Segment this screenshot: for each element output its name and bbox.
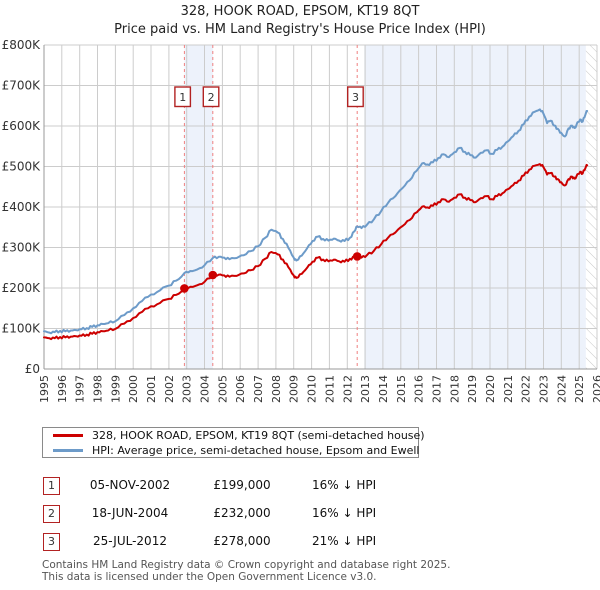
y-axis-labels: £0 £100K £200K £300K £400K £500K £600K £700K £80… [2, 38, 42, 376]
transaction-price: £232,000 [213, 506, 271, 520]
legend-label: 328, HOOK ROAD, EPSOM, KT19 8QT (semi-de… [92, 428, 425, 442]
svg-text:2023: 2023 [538, 375, 551, 403]
svg-text:1: 1 [179, 91, 186, 104]
svg-text:1999: 1999 [109, 375, 122, 403]
legend-item-hpi: HPI: Average price, semi-detached house,… [43, 443, 420, 457]
legend-label: HPI: Average price, semi-detached house,… [92, 443, 420, 457]
transaction-marker-badge: 1 [43, 477, 60, 495]
gridlines [43, 44, 598, 370]
chart-svg: 1 2 3 £0 £100K £200K £300K £400K £500K £600K £700K… [2, 38, 600, 403]
svg-text:2020: 2020 [484, 375, 497, 403]
svg-text:2007: 2007 [252, 375, 265, 403]
transaction-row: 3 25-JUL-2012 £278,000 21% ↓ HPI [42, 533, 562, 553]
svg-text:£400K: £400K [2, 200, 42, 214]
legend-item-property: 328, HOOK ROAD, EPSOM, KT19 8QT (semi-de… [43, 429, 425, 442]
svg-text:2009: 2009 [288, 375, 301, 403]
svg-text:2016: 2016 [413, 375, 426, 403]
transaction-row: 2 18-JUN-2004 £232,000 16% ↓ HPI [42, 505, 562, 525]
sale-points [180, 252, 362, 293]
svg-text:£700K: £700K [2, 79, 42, 93]
hpi-line [43, 108, 589, 335]
svg-text:£300K: £300K [2, 241, 42, 255]
svg-text:2022: 2022 [520, 375, 533, 403]
svg-text:2021: 2021 [502, 375, 515, 403]
svg-text:2004: 2004 [199, 375, 212, 403]
svg-text:3: 3 [352, 91, 359, 104]
svg-text:£800K: £800K [2, 38, 42, 52]
svg-text:2000: 2000 [127, 375, 140, 403]
property-price-line [43, 163, 589, 341]
svg-text:2024: 2024 [555, 375, 568, 403]
transaction-date: 25-JUL-2012 [93, 534, 167, 548]
svg-text:2017: 2017 [431, 375, 444, 403]
transaction-price: £278,000 [213, 534, 271, 548]
footer-line1: Contains HM Land Registry data © Crown c… [42, 559, 451, 571]
svg-text:2010: 2010 [306, 375, 319, 403]
transaction-row: 1 05-NOV-2002 £199,000 16% ↓ HPI [42, 477, 562, 497]
transaction-marker-badge: 2 [43, 505, 60, 523]
page-title: 328, HOOK ROAD, EPSOM, KT19 8QT [180, 4, 420, 19]
footer-line2: This data is licensed under the Open Gov… [42, 571, 377, 583]
svg-text:1997: 1997 [74, 375, 87, 403]
transaction-date: 05-NOV-2002 [89, 478, 171, 492]
transaction-marker-badge: 3 [43, 533, 60, 551]
x-axis-labels: 1995 1996 1997 1998 1999 2000 2001 2002 2003 2004… [38, 375, 600, 403]
transaction-date: 18-JUN-2004 [91, 506, 169, 520]
svg-text:1996: 1996 [56, 375, 69, 403]
svg-text:2014: 2014 [377, 375, 390, 403]
sale-marker-badges: 1 2 3 [174, 86, 364, 108]
legend: 328, HOOK ROAD, EPSOM, KT19 8QT (semi-de… [42, 427, 425, 458]
svg-text:2005: 2005 [216, 375, 229, 403]
license-footer: Contains HM Land Registry data © Crown c… [42, 559, 582, 583]
property-line-swatch [53, 433, 83, 437]
svg-text:2006: 2006 [234, 375, 247, 403]
transaction-hpi-diff: 16% ↓ HPI [312, 478, 377, 492]
svg-text:2012: 2012 [341, 375, 354, 403]
transaction-hpi-diff: 16% ↓ HPI [312, 506, 377, 520]
svg-text:2026: 2026 [591, 375, 600, 403]
page-subtitle: Price paid vs. HM Land Registry's House … [114, 22, 486, 37]
svg-text:2008: 2008 [270, 375, 283, 403]
svg-text:£200K: £200K [2, 281, 42, 295]
transaction-price: £199,000 [213, 478, 271, 492]
svg-text:2001: 2001 [145, 375, 158, 403]
svg-text:£100K: £100K [2, 322, 42, 336]
svg-text:2003: 2003 [181, 375, 194, 403]
svg-text:2019: 2019 [466, 375, 479, 403]
svg-text:£500K: £500K [2, 160, 42, 174]
price-chart: 1 2 3 £0 £100K £200K £300K £400K £500K £600K £700K… [2, 38, 600, 403]
svg-text:2011: 2011 [323, 375, 336, 403]
svg-text:1998: 1998 [92, 375, 105, 403]
axes [43, 45, 597, 370]
hpi-line-swatch [53, 448, 83, 452]
svg-text:1995: 1995 [38, 375, 51, 403]
transaction-hpi-diff: 21% ↓ HPI [312, 534, 377, 548]
svg-text:2015: 2015 [395, 375, 408, 403]
svg-text:2002: 2002 [163, 375, 176, 403]
svg-text:2025: 2025 [573, 375, 586, 403]
svg-text:2013: 2013 [359, 375, 372, 403]
svg-text:£600K: £600K [2, 119, 42, 133]
svg-text:£0: £0 [25, 362, 40, 376]
svg-text:2018: 2018 [448, 375, 461, 403]
svg-text:2: 2 [208, 91, 215, 104]
